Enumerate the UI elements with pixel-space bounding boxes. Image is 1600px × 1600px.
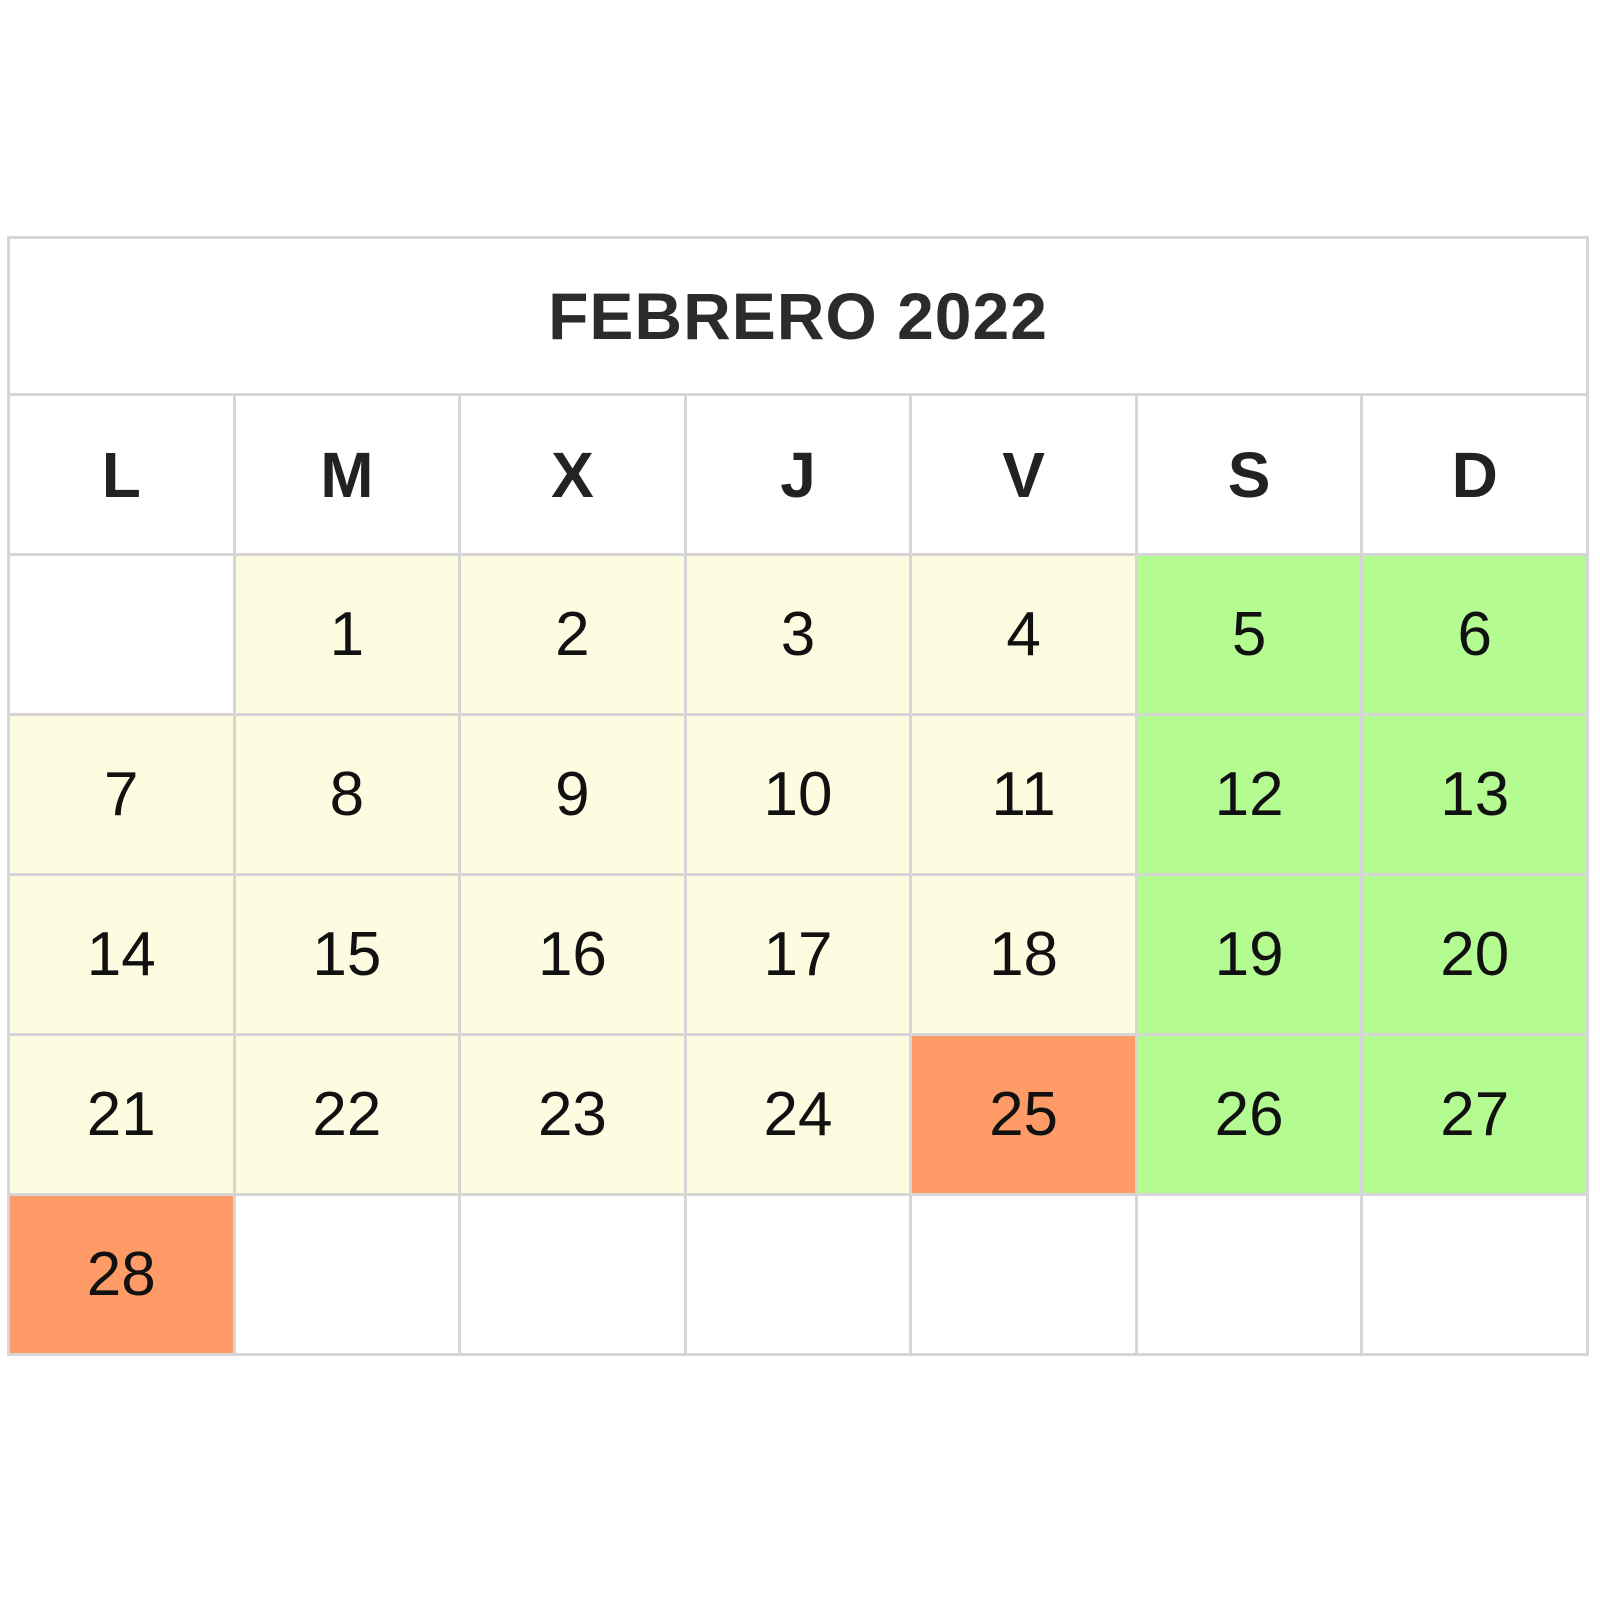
day-cell-weekday[interactable]: 24 <box>686 1036 910 1193</box>
empty-day-cell <box>1363 1196 1586 1353</box>
day-cell-weekday[interactable]: 11 <box>912 716 1135 873</box>
day-cell-weekday[interactable]: 21 <box>10 1036 233 1193</box>
day-cell-weekend[interactable]: 5 <box>1137 556 1361 713</box>
weekday-header: X <box>461 396 684 553</box>
weekday-header: M <box>235 396 459 553</box>
calendar: FEBRERO 2022 L M X J V S D 1 2 3 4 5 6 7 8 9 10 11 12 13 14 1… <box>7 236 1589 1356</box>
weekday-header: S <box>1137 396 1361 553</box>
day-cell-weekend[interactable]: 13 <box>1363 716 1586 873</box>
day-cell-highlight[interactable]: 25 <box>912 1036 1135 1193</box>
empty-day-cell <box>235 1196 459 1353</box>
day-cell-weekday[interactable]: 23 <box>461 1036 684 1193</box>
day-cell-weekday[interactable]: 16 <box>461 876 684 1033</box>
empty-day-cell <box>10 556 233 713</box>
empty-day-cell <box>461 1196 684 1353</box>
empty-day-cell <box>912 1196 1135 1353</box>
day-cell-weekend[interactable]: 6 <box>1363 556 1586 713</box>
day-cell-weekday[interactable]: 3 <box>686 556 910 713</box>
day-cell-weekday[interactable]: 17 <box>686 876 910 1033</box>
day-cell-weekday[interactable]: 7 <box>10 716 233 873</box>
day-cell-weekend[interactable]: 27 <box>1363 1036 1586 1193</box>
day-cell-weekday[interactable]: 14 <box>10 876 233 1033</box>
calendar-title: FEBRERO 2022 <box>10 239 1586 396</box>
day-cell-weekday[interactable]: 8 <box>235 716 459 873</box>
day-cell-weekday[interactable]: 9 <box>461 716 684 873</box>
weekday-header: L <box>10 396 233 553</box>
day-cell-weekday[interactable]: 15 <box>235 876 459 1033</box>
weekday-header: D <box>1363 396 1586 553</box>
day-cell-weekday[interactable]: 1 <box>235 556 459 713</box>
day-cell-weekend[interactable]: 19 <box>1137 876 1361 1033</box>
weekday-header: J <box>686 396 910 553</box>
day-cell-weekday[interactable]: 10 <box>686 716 910 873</box>
day-cell-weekday[interactable]: 2 <box>461 556 684 713</box>
empty-day-cell <box>686 1196 910 1353</box>
day-cell-weekday[interactable]: 18 <box>912 876 1135 1033</box>
day-cell-weekday[interactable]: 22 <box>235 1036 459 1193</box>
day-cell-weekday[interactable]: 4 <box>912 556 1135 713</box>
calendar-grid: L M X J V S D 1 2 3 4 5 6 7 8 9 10 11 12 13 14 15 16 17 18 19 20 21… <box>10 396 1586 1353</box>
day-cell-highlight[interactable]: 28 <box>10 1196 233 1353</box>
empty-day-cell <box>1137 1196 1361 1353</box>
day-cell-weekend[interactable]: 12 <box>1137 716 1361 873</box>
weekday-header: V <box>912 396 1135 553</box>
day-cell-weekend[interactable]: 26 <box>1137 1036 1361 1193</box>
day-cell-weekend[interactable]: 20 <box>1363 876 1586 1033</box>
